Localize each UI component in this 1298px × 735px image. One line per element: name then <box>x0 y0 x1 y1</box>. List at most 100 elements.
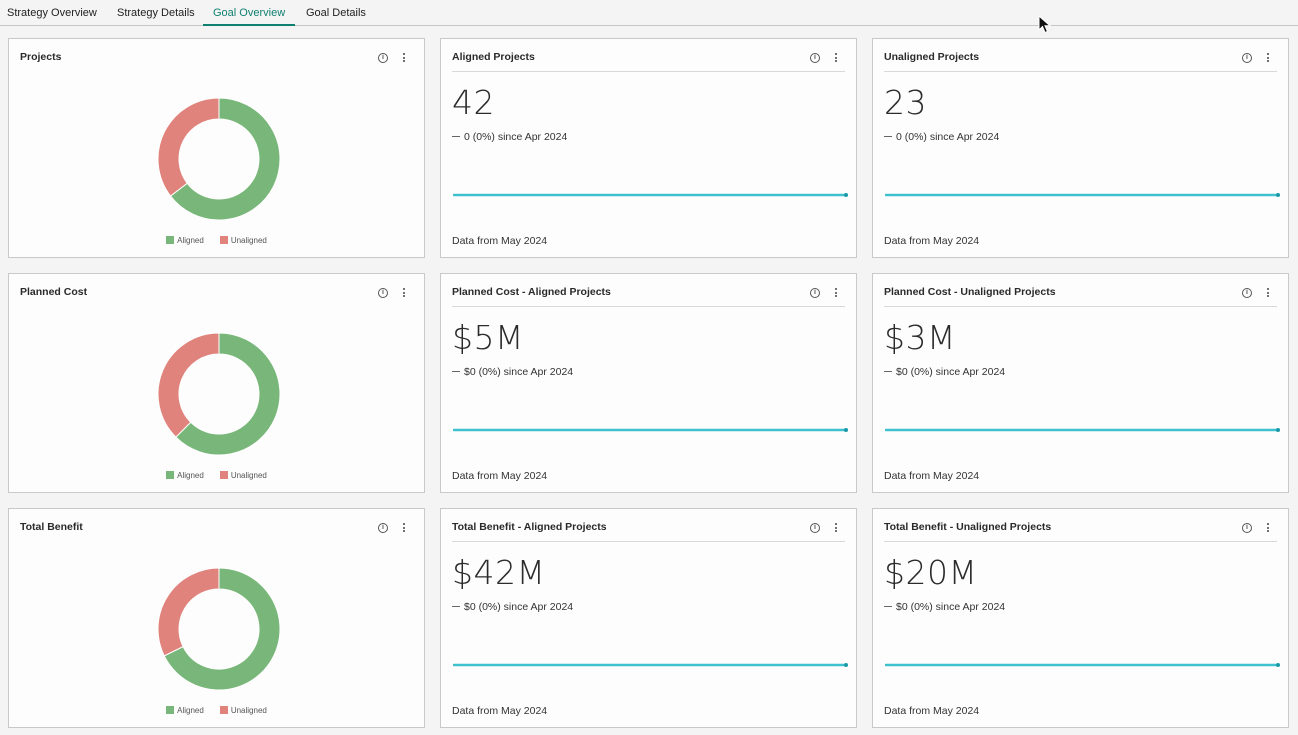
donut-chart <box>157 332 281 456</box>
sparkline-point[interactable] <box>844 663 848 667</box>
legend-label: Unaligned <box>230 706 267 715</box>
kpi-value: $3M <box>884 318 956 357</box>
kpi-value: 42 <box>452 83 495 122</box>
card-title: Total Benefit - Aligned Projects <box>452 521 607 533</box>
kpi-delta: $0 (0%) since Apr 2024 <box>884 366 1005 378</box>
kpi-card: Unaligned Projects i 23 0 (0%) since Apr 20… <box>872 38 1289 258</box>
no-change-icon <box>452 135 460 137</box>
sparkline <box>885 193 1280 197</box>
sparkline-point[interactable] <box>1276 428 1280 432</box>
legend-label: Unaligned <box>230 471 267 480</box>
legend-item-unaligned[interactable]: Unaligned <box>219 236 267 245</box>
kpi-card: Aligned Projects i 42 0 (0%) since Apr 2024… <box>440 38 857 258</box>
kpi-card: Planned Cost - Unaligned Projects i $3M $0 … <box>872 273 1289 493</box>
kpi-delta: $0 (0%) since Apr 2024 <box>452 366 573 378</box>
no-change-icon <box>452 605 460 607</box>
donut-slice-unaligned[interactable] <box>157 332 220 438</box>
legend-swatch-aligned <box>166 471 175 479</box>
sparkline <box>885 663 1280 667</box>
info-icon[interactable]: i <box>810 53 820 63</box>
card-title: Aligned Projects <box>452 51 535 63</box>
info-icon[interactable]: i <box>810 523 820 533</box>
legend-swatch-unaligned <box>219 471 228 479</box>
chart-legend: Aligned Unaligned <box>9 236 424 245</box>
info-icon[interactable]: i <box>378 523 388 533</box>
info-icon[interactable]: i <box>1242 53 1252 63</box>
data-date-footer: Data from May 2024 <box>884 235 980 247</box>
kpi-card: Planned Cost - Aligned Projects i $5M $0 (0… <box>440 273 857 493</box>
data-date-footer: Data from May 2024 <box>884 470 980 482</box>
legend-label: Aligned <box>177 471 204 480</box>
card-title: Total Benefit <box>20 521 83 533</box>
data-date-footer: Data from May 2024 <box>452 470 548 482</box>
header-divider <box>884 71 1277 72</box>
donut-slice-aligned[interactable] <box>163 567 281 691</box>
donut-card: Planned Cost i Aligned Unaligned <box>8 273 425 493</box>
sparkline-point[interactable] <box>1276 663 1280 667</box>
kpi-card: Total Benefit - Unaligned Projects i $20M $… <box>872 508 1289 728</box>
more-vertical-icon[interactable] <box>1265 287 1271 299</box>
sparkline-point[interactable] <box>844 193 848 197</box>
legend-item-unaligned[interactable]: Unaligned <box>219 471 267 480</box>
kpi-value: $5M <box>452 318 524 357</box>
delta-text: $0 (0%) since Apr 2024 <box>464 366 574 378</box>
header-divider <box>884 541 1277 542</box>
info-icon[interactable]: i <box>378 288 388 298</box>
donut-slice-unaligned[interactable] <box>157 567 220 657</box>
info-icon[interactable]: i <box>378 53 388 63</box>
tab-goal-overview[interactable]: Goal Overview <box>202 0 296 26</box>
tab-strategy-details[interactable]: Strategy Details <box>117 7 195 19</box>
donut-slice-aligned[interactable] <box>169 97 281 221</box>
more-vertical-icon[interactable] <box>401 287 407 299</box>
donut-card: Total Benefit i Aligned Unaligned <box>8 508 425 728</box>
donut-card: Projects i Aligned Unaligned <box>8 38 425 258</box>
info-icon[interactable]: i <box>1242 523 1252 533</box>
more-vertical-icon[interactable] <box>401 522 407 534</box>
no-change-icon <box>884 135 892 137</box>
more-vertical-icon[interactable] <box>833 52 839 64</box>
legend-swatch-unaligned <box>219 706 228 714</box>
legend-swatch-aligned <box>166 236 175 244</box>
kpi-delta: 0 (0%) since Apr 2024 <box>452 131 567 143</box>
delta-text: 0 (0%) since Apr 2024 <box>464 131 568 143</box>
legend-item-aligned[interactable]: Aligned <box>166 236 204 245</box>
card-title: Total Benefit - Unaligned Projects <box>884 521 1052 533</box>
card-title: Unaligned Projects <box>884 51 980 63</box>
sparkline-point[interactable] <box>844 428 848 432</box>
card-title: Projects <box>20 51 62 63</box>
more-vertical-icon[interactable] <box>833 287 839 299</box>
more-vertical-icon[interactable] <box>1265 52 1271 64</box>
legend-swatch-aligned <box>166 706 175 714</box>
more-vertical-icon[interactable] <box>401 52 407 64</box>
tab-bar: Strategy Overview Strategy Details Goal … <box>0 0 1298 26</box>
no-change-icon <box>452 370 460 372</box>
sparkline <box>453 428 848 432</box>
tab-goal-details[interactable]: Goal Details <box>306 7 366 19</box>
chart-legend: Aligned Unaligned <box>9 471 424 480</box>
no-change-icon <box>884 605 892 607</box>
donut-slice-unaligned[interactable] <box>157 97 220 197</box>
tab-strategy-overview[interactable]: Strategy Overview <box>7 7 97 19</box>
header-divider <box>884 306 1277 307</box>
more-vertical-icon[interactable] <box>1265 522 1271 534</box>
more-vertical-icon[interactable] <box>833 522 839 534</box>
delta-text: $0 (0%) since Apr 2024 <box>464 601 574 613</box>
kpi-delta: $0 (0%) since Apr 2024 <box>884 601 1005 613</box>
no-change-icon <box>884 370 892 372</box>
kpi-value: 23 <box>884 83 927 122</box>
donut-chart <box>157 567 281 691</box>
header-divider <box>452 541 845 542</box>
legend-item-unaligned[interactable]: Unaligned <box>219 706 267 715</box>
info-icon[interactable]: i <box>810 288 820 298</box>
sparkline <box>453 663 848 667</box>
info-icon[interactable]: i <box>1242 288 1252 298</box>
donut-slice-aligned[interactable] <box>175 332 281 456</box>
delta-text: $0 (0%) since Apr 2024 <box>896 601 1006 613</box>
delta-text: 0 (0%) since Apr 2024 <box>896 131 1000 143</box>
sparkline-point[interactable] <box>1276 193 1280 197</box>
card-title: Planned Cost <box>20 286 88 298</box>
kpi-value: $20M <box>884 553 978 592</box>
kpi-delta: 0 (0%) since Apr 2024 <box>884 131 999 143</box>
legend-item-aligned[interactable]: Aligned <box>166 471 204 480</box>
legend-item-aligned[interactable]: Aligned <box>166 706 204 715</box>
